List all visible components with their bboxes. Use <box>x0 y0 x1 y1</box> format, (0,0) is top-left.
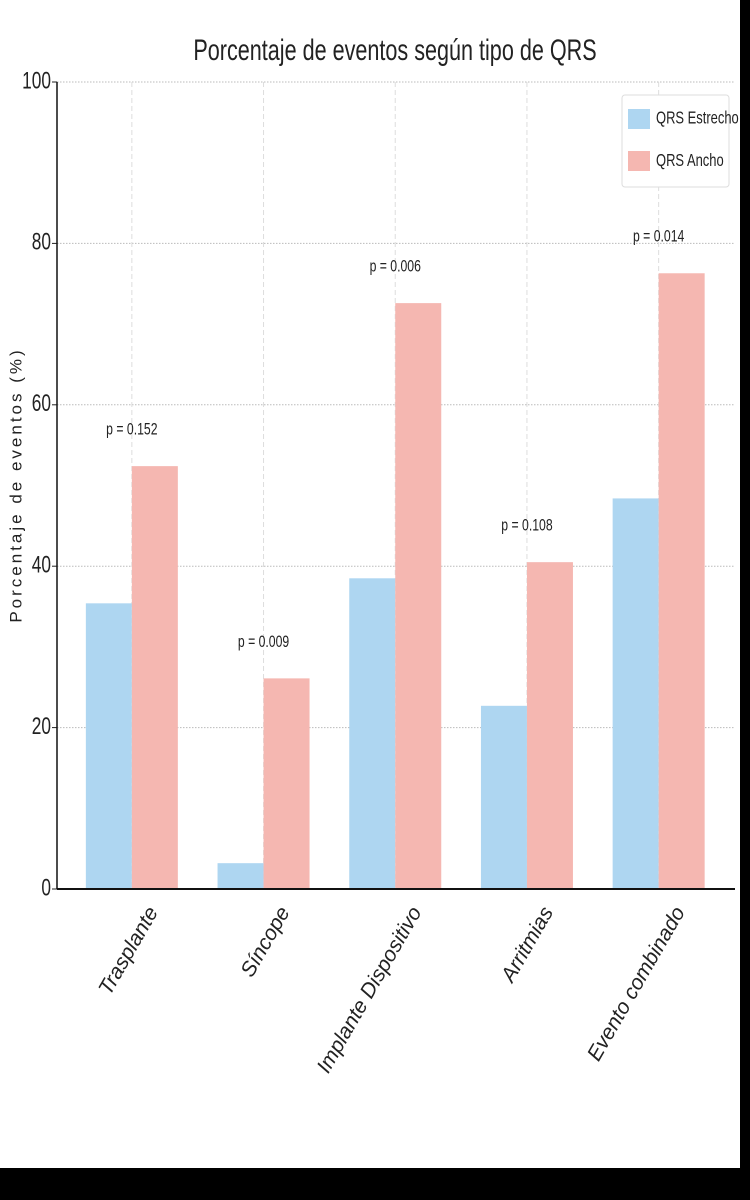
y-tick-label: 100 <box>22 68 51 94</box>
bar <box>349 578 396 889</box>
bar <box>658 273 705 889</box>
x-tick-label: Síncope <box>236 903 294 981</box>
legend-swatch <box>628 109 650 129</box>
x-tick-label: Arritmias <box>496 902 559 987</box>
p-value-annotation: p = 0.009 <box>238 633 289 651</box>
y-axis-label: Porcentaje de eventos (%) <box>6 347 25 622</box>
bar <box>131 466 178 889</box>
p-value-annotation: p = 0.006 <box>370 258 421 276</box>
legend-label: QRS Estrecho <box>656 109 739 129</box>
bar <box>480 705 527 889</box>
y-tick-label: 40 <box>32 552 51 578</box>
x-tick-label: Implante Dispositivo <box>313 903 427 1078</box>
x-tick-label: Trasplante <box>94 903 163 999</box>
x-tick-label: Evento combinado <box>583 903 690 1065</box>
y-tick-label: 0 <box>41 875 51 901</box>
y-tick-label: 60 <box>32 390 51 416</box>
legend-swatch <box>628 151 650 171</box>
bar <box>612 498 659 889</box>
legend-label: QRS Ancho <box>656 151 724 171</box>
bar <box>526 562 573 889</box>
p-value-annotation: p = 0.108 <box>501 517 552 535</box>
p-value-annotation: p = 0.014 <box>633 228 684 246</box>
p-value-annotation: p = 0.152 <box>106 421 157 439</box>
y-tick-label: 80 <box>32 229 51 255</box>
bar <box>217 863 264 889</box>
chart-title: Porcentaje de eventos según tipo de QRS <box>193 32 596 66</box>
bottom-band <box>0 1168 750 1200</box>
bar <box>85 603 132 889</box>
bar <box>395 303 442 889</box>
right-band <box>740 0 750 1200</box>
y-tick-label: 20 <box>32 713 51 739</box>
bar <box>263 678 310 889</box>
